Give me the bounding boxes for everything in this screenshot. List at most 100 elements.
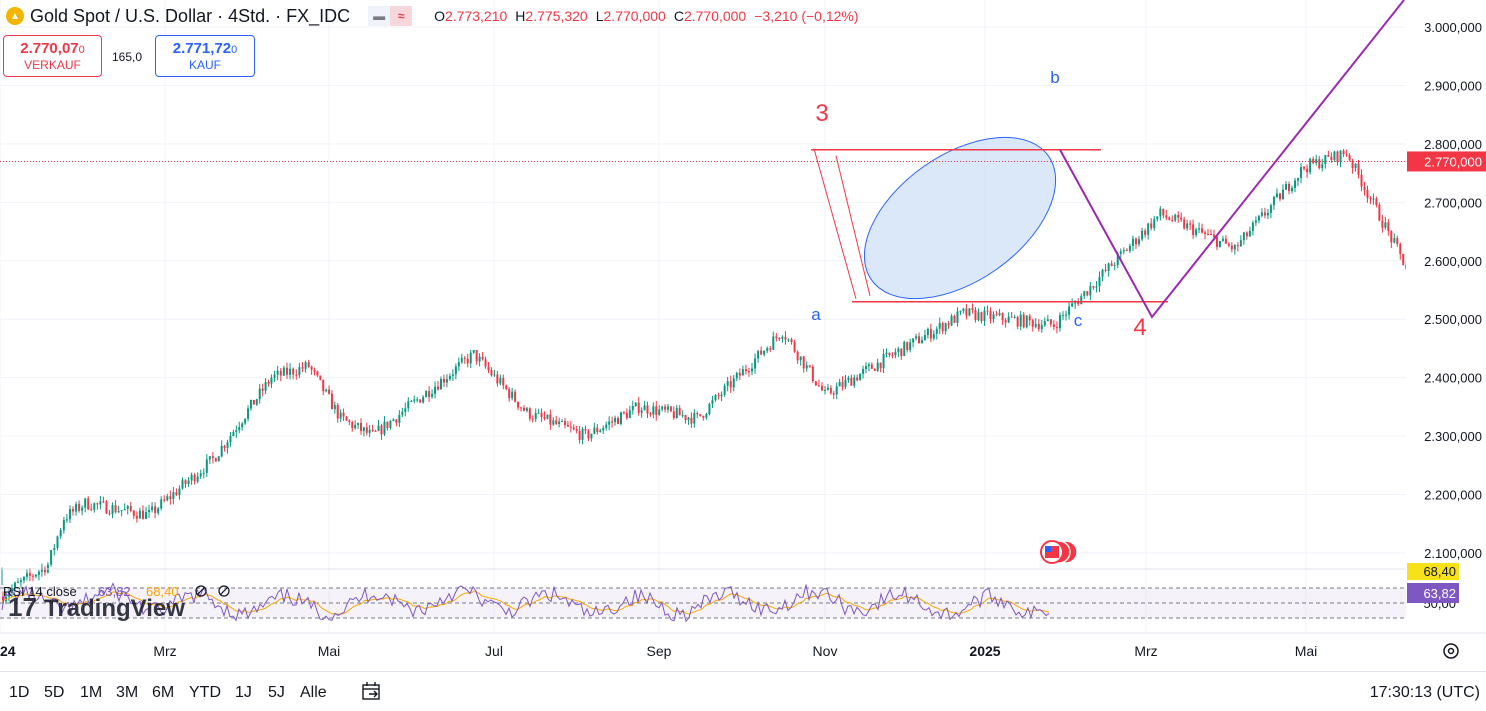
- candle: [956, 311, 959, 323]
- candle: [229, 435, 232, 443]
- clock[interactable]: 17:30:13 (UTC): [1369, 684, 1480, 701]
- tv-mark: 17: [8, 592, 37, 622]
- candle: [611, 421, 614, 423]
- minus-icon[interactable]: ▬: [368, 6, 391, 26]
- candle: [28, 573, 31, 576]
- candle: [105, 501, 108, 514]
- candle: [252, 399, 255, 405]
- candle: [499, 377, 502, 384]
- candle: [1336, 151, 1339, 163]
- trend-line[interactable]: [835, 155, 871, 296]
- hide-icon-slash[interactable]: [196, 586, 206, 596]
- hide-icon-slash[interactable]: [219, 586, 229, 596]
- price-axis[interactable]: 3.000,000 2.900,000 2.800,000 2.700,000 2.60…: [1406, 0, 1486, 633]
- candle: [1275, 193, 1278, 197]
- candle: [802, 356, 805, 369]
- settings-icon[interactable]: [1443, 643, 1459, 659]
- gear-hub: [1447, 647, 1455, 655]
- time-axis[interactable]: 2024 Mrz Mai Jul Sep Nov 2025 Mrz Mai: [0, 632, 1486, 659]
- sell-button[interactable]: 2.770,070 VERKAUF: [3, 35, 102, 77]
- candle: [1300, 167, 1303, 178]
- projection-path[interactable]: [1059, 0, 1405, 319]
- candle: [1061, 315, 1064, 317]
- candle: [298, 367, 301, 375]
- timeframe-alle[interactable]: Alle: [300, 684, 327, 701]
- flag-canton: [1045, 546, 1051, 552]
- candle: [1351, 160, 1354, 169]
- us-flag-event-icon[interactable]: [1040, 540, 1078, 564]
- candle: [608, 421, 611, 425]
- time-tick-label: Mai: [318, 643, 341, 659]
- candle: [932, 333, 935, 339]
- candle: [208, 456, 211, 460]
- candle: [537, 412, 540, 414]
- rsi-axis-value: 63,82: [1423, 586, 1456, 601]
- tradingview-watermark: TradingView: [44, 595, 185, 622]
- candle: [445, 379, 448, 383]
- rsi-ma-line: [1, 591, 1050, 615]
- candle: [1227, 243, 1230, 246]
- candle: [1294, 180, 1297, 188]
- candle: [154, 506, 157, 513]
- ellipse-annotation[interactable]: [835, 104, 1084, 331]
- timeframe-1d[interactable]: 1D: [9, 684, 30, 701]
- candle: [505, 385, 508, 390]
- bottom-toolbar: 1D 5D 1M 3M 6M YTD 1J 5J Alle 17:30:13 (UTC): [0, 671, 1486, 711]
- candle: [1306, 168, 1309, 173]
- ellipse-shape[interactable]: [835, 104, 1084, 331]
- candle: [1218, 240, 1221, 247]
- candle: [1177, 214, 1180, 218]
- candle: [847, 377, 850, 380]
- candle: [605, 424, 608, 429]
- candle: [410, 400, 413, 402]
- candle: [1345, 154, 1348, 156]
- time-tick-label: Nov: [813, 643, 838, 659]
- hide-icon[interactable]: [218, 585, 230, 597]
- hide-icon[interactable]: [195, 585, 207, 597]
- timeframe-ytd[interactable]: YTD: [189, 684, 221, 701]
- candle: [1384, 222, 1387, 228]
- candle: [454, 366, 457, 375]
- candle: [528, 408, 531, 419]
- candle: [876, 362, 879, 371]
- candle: [1333, 151, 1336, 160]
- timeframe-1m[interactable]: 1M: [80, 684, 103, 701]
- candle: [187, 480, 190, 484]
- price-chart[interactable]: 3 a b c 4 RSI 14 close 63,82 68,40 17 TradingVie…: [0, 0, 1486, 671]
- candle: [738, 372, 741, 376]
- candle: [1007, 316, 1010, 323]
- timeframe-6m[interactable]: 6M: [152, 684, 175, 701]
- candle: [543, 416, 546, 419]
- candle: [965, 308, 968, 316]
- timeframe-5d[interactable]: 5D: [44, 684, 65, 701]
- trend-line[interactable]: [813, 148, 857, 299]
- candle: [1019, 314, 1022, 327]
- timeframe-5j[interactable]: 5J: [268, 684, 285, 701]
- candle: [292, 368, 295, 375]
- candle: [684, 415, 687, 420]
- candle: [1224, 238, 1227, 244]
- candle: [1321, 164, 1324, 169]
- timeframe-1j[interactable]: 1J: [235, 684, 252, 701]
- candle: [160, 499, 163, 509]
- timeframe-3m[interactable]: 3M: [116, 684, 139, 701]
- candle: [891, 355, 894, 357]
- candle: [383, 421, 386, 435]
- candle: [475, 350, 478, 362]
- symbol-title[interactable]: Gold Spot / U.S. Dollar · 4Std. · FX_IDC: [30, 5, 351, 26]
- candle: [1357, 163, 1360, 175]
- candle: [968, 308, 971, 316]
- time-tick-label: Mai: [1295, 643, 1318, 659]
- candle: [1342, 150, 1345, 155]
- candle: [992, 314, 995, 320]
- buy-button[interactable]: 2.771,720 KAUF: [155, 35, 255, 77]
- approx-icon[interactable]: ≈: [390, 6, 413, 26]
- candle: [915, 336, 918, 339]
- current-price-badge[interactable]: [1407, 151, 1486, 172]
- candle: [1144, 230, 1147, 235]
- rsi-legend[interactable]: RSI 14 close 63,82 68,40: [3, 584, 230, 599]
- drawings[interactable]: 3 a b c 4: [0, 0, 1406, 564]
- candle: [643, 405, 646, 411]
- date-range-icon[interactable]: [360, 680, 384, 702]
